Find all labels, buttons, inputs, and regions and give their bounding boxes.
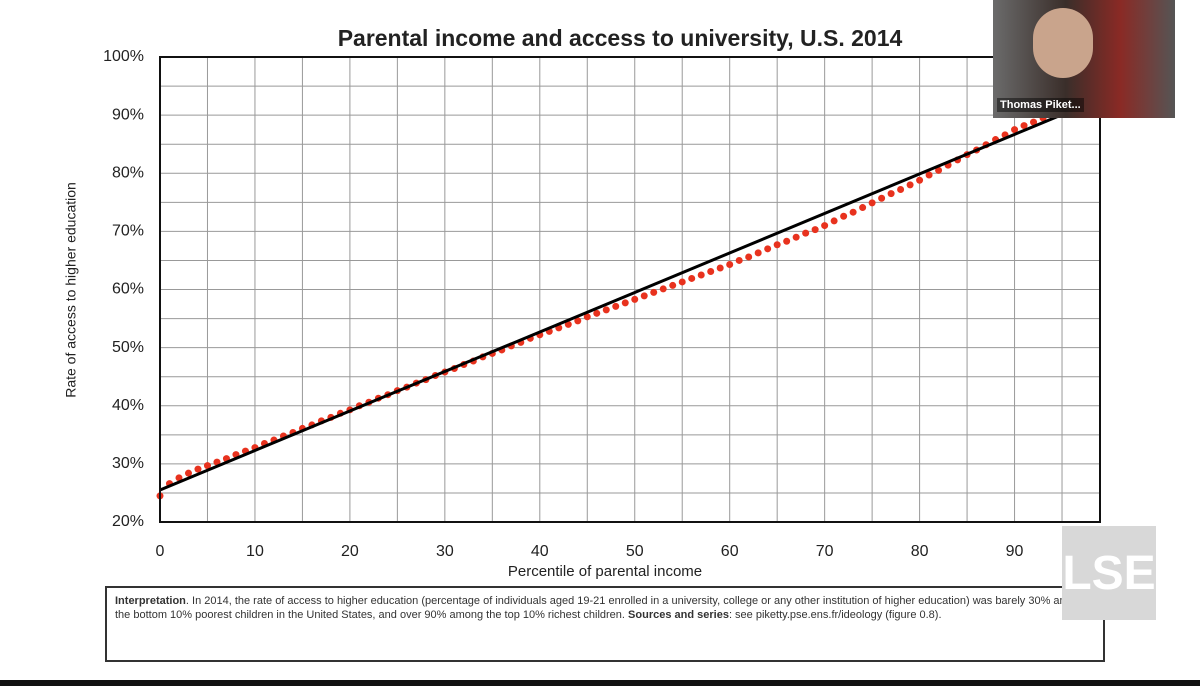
data-point: [859, 204, 867, 212]
data-point: [659, 285, 667, 293]
marks: [156, 91, 1104, 500]
data-point: [868, 199, 876, 207]
interpretation-note: Interpretation. In 2014, the rate of acc…: [105, 586, 1105, 662]
chart-title: Parental income and access to university…: [338, 25, 903, 51]
data-point: [678, 278, 686, 286]
data-point: [697, 271, 705, 279]
x-tick-label: 90: [1006, 543, 1024, 560]
note-text: . In 2014, the rate of access to higher …: [115, 595, 1088, 621]
x-tick-label: 0: [156, 543, 165, 560]
data-point: [650, 288, 658, 296]
data-point: [574, 317, 582, 325]
data-point: [716, 264, 724, 272]
data-point: [194, 465, 202, 473]
data-point: [602, 306, 610, 314]
data-point: [640, 292, 648, 300]
y-tick-label: 100%: [103, 48, 144, 65]
data-point: [783, 237, 791, 245]
lse-logo: LSE: [1062, 526, 1156, 620]
data-point: [175, 474, 183, 482]
x-tick-label: 60: [721, 543, 739, 560]
video-tile[interactable]: Thomas Piket...: [993, 0, 1175, 118]
participant-name: Thomas Piket...: [997, 98, 1084, 112]
data-point: [764, 245, 772, 253]
data-point: [897, 186, 905, 194]
data-point: [925, 171, 933, 179]
y-tick-label: 40%: [112, 397, 144, 414]
data-point: [593, 309, 601, 317]
data-point: [621, 299, 629, 307]
x-tick-label: 80: [911, 543, 929, 560]
data-point: [745, 253, 753, 261]
data-point: [821, 222, 829, 230]
x-tick-label: 70: [816, 543, 834, 560]
y-tick-label: 60%: [112, 281, 144, 298]
data-point: [564, 320, 572, 328]
y-tick-label: 70%: [112, 223, 144, 240]
data-point: [707, 267, 715, 275]
data-point: [811, 226, 819, 234]
data-point: [935, 166, 943, 174]
data-point: [916, 176, 924, 184]
data-point: [669, 281, 677, 289]
data-point: [184, 469, 192, 477]
participant-face: [1033, 8, 1093, 78]
data-point: [773, 241, 781, 249]
data-point: [726, 261, 734, 269]
x-tick-label: 30: [436, 543, 454, 560]
plot-frame: [159, 56, 1101, 523]
sources-label: Sources and series: [628, 609, 729, 621]
data-point: [887, 190, 895, 198]
data-point: [1030, 118, 1038, 126]
note-label: Interpretation: [115, 595, 186, 607]
data-point: [583, 313, 591, 321]
x-tick-label: 10: [246, 543, 264, 560]
data-point: [906, 181, 914, 189]
data-point: [213, 458, 221, 466]
x-tick-label: 50: [626, 543, 644, 560]
sources-text: : see piketty.pse.ens.fr/ideology (figur…: [728, 609, 942, 621]
data-point: [840, 212, 848, 220]
y-tick-label: 50%: [112, 339, 144, 356]
data-point: [849, 208, 857, 216]
y-axis-label: Rate of access to higher education: [63, 182, 79, 398]
y-tick-label: 30%: [112, 455, 144, 472]
data-point: [754, 249, 762, 257]
y-tick-label: 20%: [112, 513, 144, 530]
x-tick-label: 40: [531, 543, 549, 560]
data-point: [878, 194, 886, 202]
data-point: [631, 295, 639, 303]
data-point: [735, 256, 743, 264]
data-point: [688, 274, 696, 282]
grid: [159, 56, 1100, 523]
trend-line: [159, 97, 1101, 492]
x-axis-label: Percentile of parental income: [508, 563, 702, 580]
data-point: [802, 229, 810, 237]
data-point: [792, 233, 800, 241]
bottom-bar: [0, 680, 1200, 686]
data-point: [1020, 122, 1028, 130]
y-tick-label: 90%: [112, 106, 144, 123]
y-tick-label: 80%: [112, 164, 144, 181]
data-point: [612, 302, 620, 310]
data-point: [203, 462, 211, 470]
x-tick-label: 20: [341, 543, 359, 560]
data-point: [830, 217, 838, 225]
data-point: [1011, 126, 1019, 134]
